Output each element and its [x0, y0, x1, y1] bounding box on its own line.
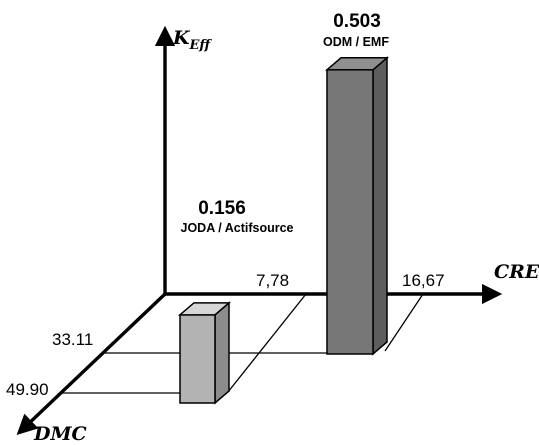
y-axis-dmc: [16, 292, 167, 436]
bars: [177, 56, 390, 405]
bar-side-face: [214, 301, 230, 405]
bar-front-face: [326, 69, 374, 355]
bar-value-label-2: 0.503: [333, 11, 381, 32]
bar-2: [324, 56, 390, 356]
bar-name-label-1: JODA / Actifsource: [181, 221, 294, 235]
bar-name-label-2: ODM / EMF: [323, 35, 389, 49]
z-axis-label: KEff: [172, 27, 212, 53]
bar-value-label-1: 0.156: [198, 198, 246, 219]
guide-cre-1: [227, 293, 307, 393]
bar-1: [177, 301, 232, 405]
y-axis-label: DMC: [33, 423, 87, 445]
bar-top-face: [324, 57, 390, 71]
bar-front-face: [179, 314, 216, 404]
y-tick-label-1: 33.11: [52, 330, 93, 349]
x-tick-label-2: 16,67: [402, 271, 445, 290]
x-tick-label-1: 7,78: [256, 271, 289, 290]
x-axis-label: CRE: [494, 261, 539, 283]
y-tick-label-2: 49.90: [6, 380, 49, 399]
bar-side-face: [372, 56, 388, 356]
bar-top-face: [177, 302, 232, 316]
guide-cre-2: [384, 293, 424, 352]
